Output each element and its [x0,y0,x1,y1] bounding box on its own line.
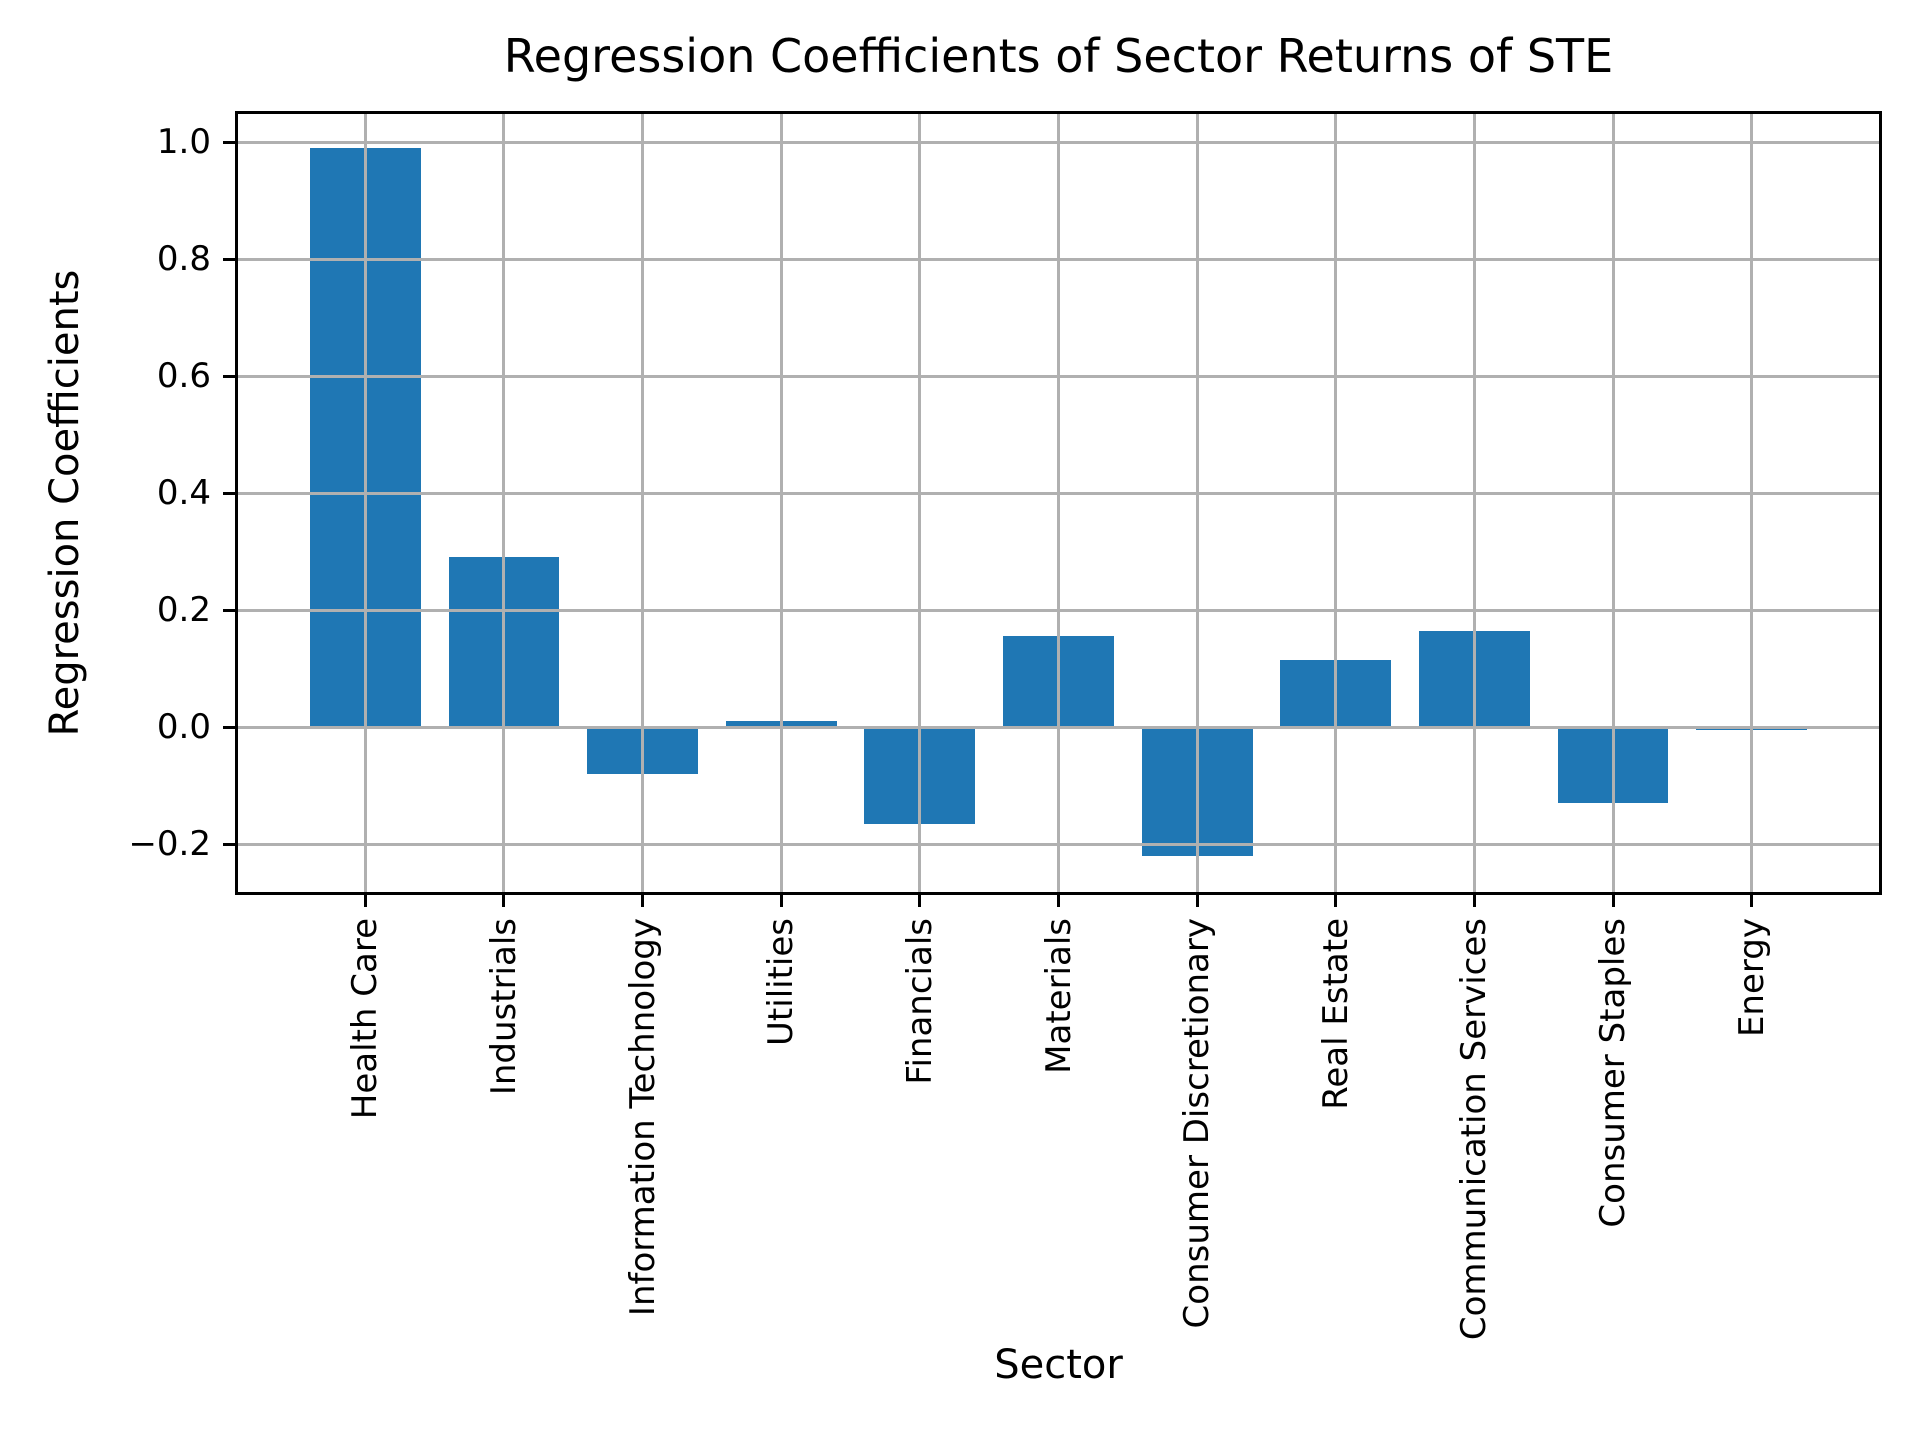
y-tick-mark [223,140,235,144]
x-tick-mark [1195,895,1199,907]
x-tick-label-text: Financials [899,918,940,1085]
y-tick-mark [223,374,235,378]
x-axis-label: Sector [994,1342,1123,1388]
y-tick-label: 0.6 [156,356,211,397]
x-tick-label-text: Consumer Staples [1593,918,1634,1228]
gridline-vertical [502,111,506,895]
x-tick-mark [1750,895,1754,907]
x-tick-mark [641,895,645,907]
x-tick-mark [918,895,922,907]
gridline-vertical [1334,111,1338,895]
y-tick-label: 0.2 [156,590,211,631]
x-tick-label-text: Materials [1038,918,1079,1074]
gridline-vertical [1472,111,1476,895]
x-tick-mark [502,895,506,907]
x-tick-label: Energy [1732,918,1851,1037]
x-tick-label-text: Utilities [761,918,802,1046]
x-tick-label-text: Real Estate [1315,918,1356,1110]
y-tick-mark [223,257,235,261]
x-tick-label-text: Health Care [345,918,386,1120]
gridline-vertical [1057,111,1060,895]
gridline-vertical [641,111,645,895]
chart-title: Regression Coefficients of Sector Return… [503,29,1614,83]
x-tick-label: Materials [1039,918,1195,1074]
x-tick-label-text: Information Technology [622,918,663,1317]
x-tick-mark [1057,895,1060,907]
y-tick-label: 1.0 [156,122,211,162]
gridline-vertical [779,111,783,895]
x-tick-mark [363,895,367,907]
x-tick-label-text: Communication Services [1454,918,1495,1341]
y-tick-mark [223,491,235,495]
y-tick-label: 0.8 [156,239,211,280]
y-tick-mark [223,842,235,846]
gridline-vertical [1750,111,1754,895]
y-tick-mark [223,608,235,612]
x-tick-label: Utilities [761,918,889,1046]
x-tick-label-text: Industrials [483,918,524,1096]
y-tick-label: 0.0 [156,707,211,748]
gridline-vertical [1611,111,1615,895]
y-tick-mark [223,725,235,729]
x-tick-mark [779,895,783,907]
gridline-vertical [1195,111,1199,895]
y-tick-label: 0.4 [156,473,211,514]
x-tick-mark [1472,895,1476,907]
gridline-vertical [918,111,922,895]
x-tick-mark [1611,895,1615,907]
gridline-vertical [363,111,367,895]
x-tick-label-text: Energy [1731,918,1772,1038]
x-tick-mark [1334,895,1338,907]
x-tick-label-text: Consumer Discretionary [1177,918,1218,1329]
y-tick-label: −0.2 [128,824,211,865]
